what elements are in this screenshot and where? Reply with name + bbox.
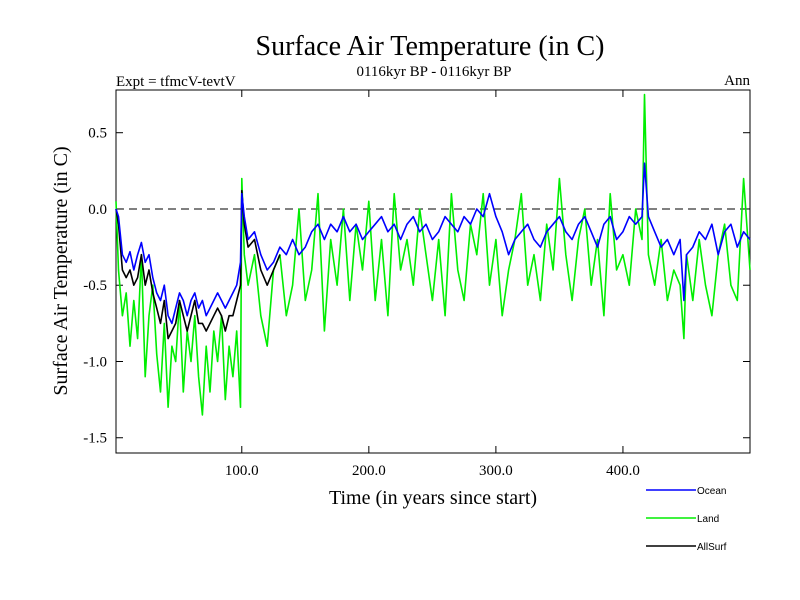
- y-tick-label: 0.5: [88, 126, 107, 142]
- x-tick-label: 300.0: [479, 463, 513, 479]
- chart-title: Surface Air Temperature (in C): [256, 31, 605, 62]
- y-axis-label: Surface Air Temperature (in C): [50, 146, 72, 395]
- y-tick-label: 0.0: [88, 202, 107, 218]
- legend-label-land: Land: [697, 514, 719, 525]
- x-tick-label: 100.0: [225, 463, 259, 479]
- axis-ticks: [116, 90, 750, 453]
- y-tick-label: -0.5: [83, 278, 107, 294]
- x-tick-label: 200.0: [352, 463, 386, 479]
- axis-tick-labels: 100.0 200.0 300.0 400.0 -1.5 -1.0 -0.5 0.0 0.5: [83, 126, 640, 479]
- y-tick-label: -1.5: [83, 431, 107, 447]
- x-tick-label: 400.0: [606, 463, 640, 479]
- season-label: Ann: [724, 73, 750, 89]
- series-line-land: [115, 93, 751, 416]
- legend: Ocean Land AllSurf: [646, 486, 727, 553]
- legend-label-allsurf: AllSurf: [697, 542, 727, 553]
- y-tick-label: -1.0: [83, 354, 107, 370]
- legend-label-ocean: Ocean: [697, 486, 726, 497]
- plot-frame: [115, 89, 751, 454]
- series-layer: [115, 93, 751, 416]
- series-line-ocean: [115, 162, 751, 325]
- x-axis-label: Time (in years since start): [329, 487, 537, 509]
- experiment-label: Expt = tfmcV-tevtV: [116, 74, 236, 90]
- chart-subtitle: 0116kyr BP - 0116kyr BP: [356, 64, 511, 80]
